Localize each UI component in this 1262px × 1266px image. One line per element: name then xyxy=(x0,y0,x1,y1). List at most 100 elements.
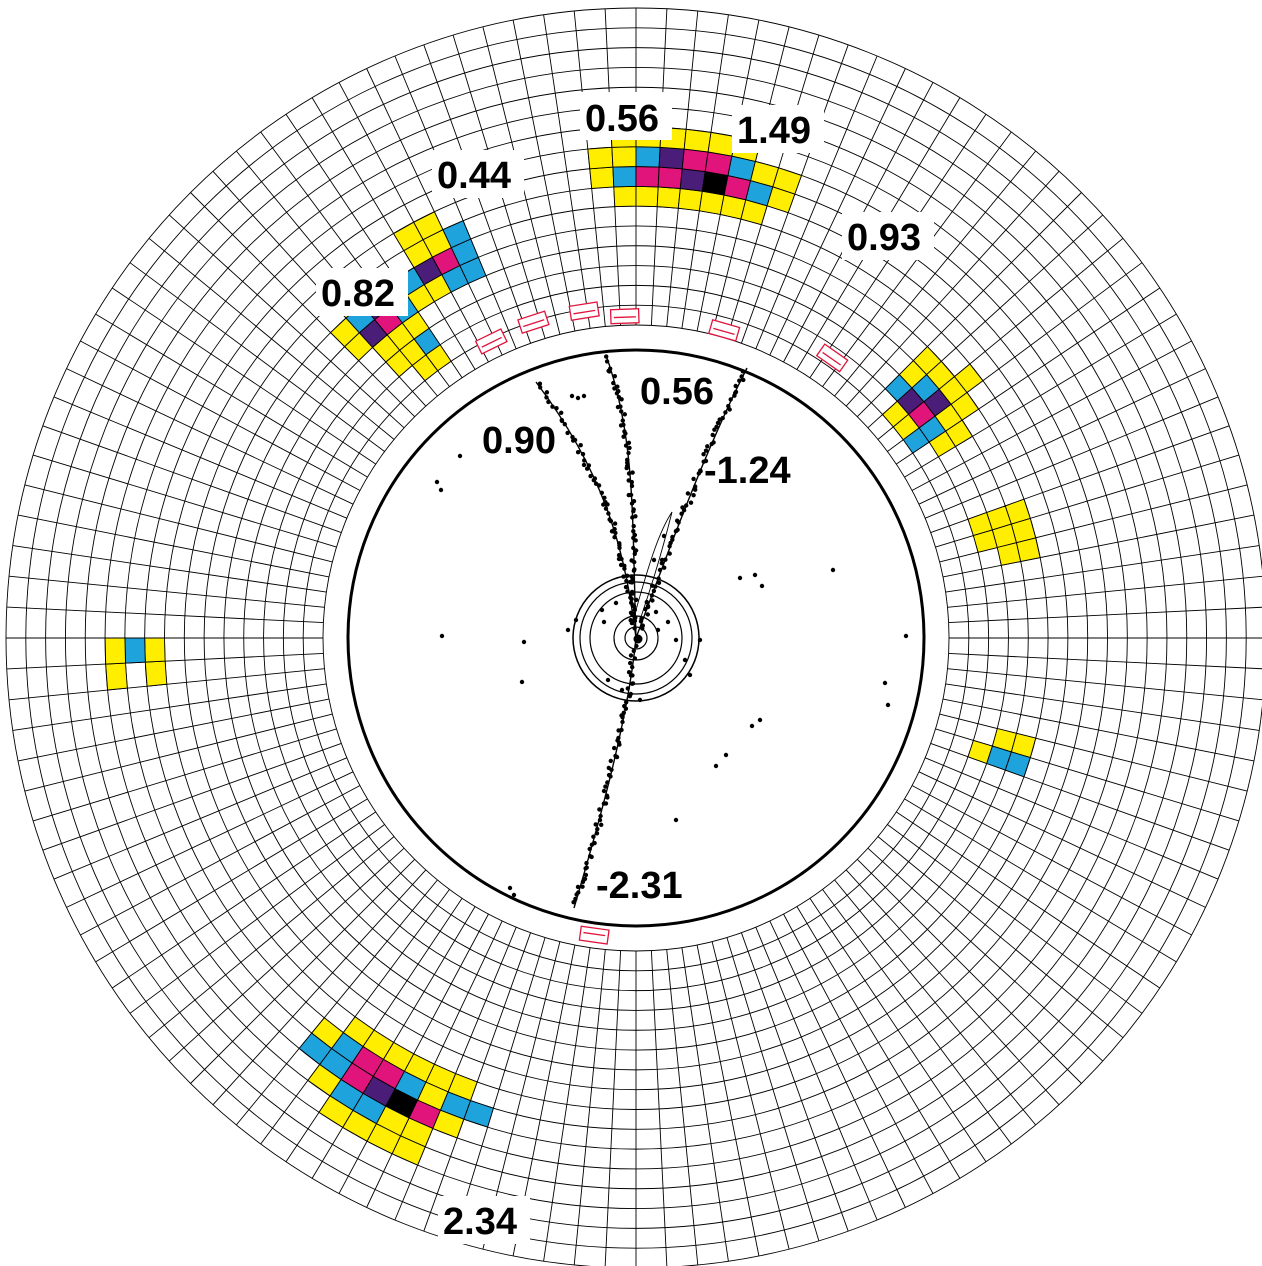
tracker-hit xyxy=(630,681,635,686)
tracker-hit xyxy=(631,499,637,504)
tracker-hit xyxy=(521,639,527,645)
tracker-hit xyxy=(606,511,611,516)
tracker-hit xyxy=(631,529,636,534)
tracker-hit xyxy=(574,892,579,897)
calorimeter-cell xyxy=(124,637,146,664)
tracker-hit xyxy=(680,505,685,510)
tracker-hit xyxy=(544,395,549,400)
tracker-hit xyxy=(546,399,551,405)
tracker-hit xyxy=(592,476,598,481)
calorimeter-cell xyxy=(589,166,615,189)
tracker-hit xyxy=(603,500,608,505)
tracker-hit xyxy=(628,653,634,658)
tracker-hit xyxy=(598,813,603,819)
tracker-hit xyxy=(631,507,636,512)
tracker-hit xyxy=(605,795,610,800)
label-cluster-top-a: 0.56 xyxy=(585,98,659,140)
tracker-hit xyxy=(662,565,667,570)
tracker-hit xyxy=(661,533,667,539)
tracker-hit xyxy=(628,492,634,498)
tracker-hit xyxy=(565,430,570,436)
tracker-hit xyxy=(507,885,513,891)
muon-chambers xyxy=(474,301,849,945)
tracker-hit xyxy=(619,409,624,414)
tracker xyxy=(346,348,926,928)
tracker-hit xyxy=(585,466,590,471)
calorimeter-cell xyxy=(945,419,974,448)
tracker-hit xyxy=(606,765,611,771)
tracker-hit xyxy=(612,535,617,540)
tracker-hit xyxy=(723,752,729,758)
tracker-hit xyxy=(595,826,600,832)
calorimeter-cell xyxy=(656,186,681,209)
tracker-hit xyxy=(594,831,600,836)
tracker-hit xyxy=(623,706,629,711)
tracker-hit xyxy=(608,758,613,764)
tracker-hit xyxy=(615,404,621,410)
tracker-hit xyxy=(570,434,575,440)
grid-ring xyxy=(84,86,1188,1190)
tracker-hit xyxy=(597,817,603,823)
tracker-hit xyxy=(714,424,719,430)
tracker-hit xyxy=(586,463,592,468)
tracker-hit xyxy=(630,470,635,475)
calorimeter-cell xyxy=(677,187,703,212)
calorimeter-cell xyxy=(657,166,683,189)
muon-chamber-box xyxy=(568,301,600,321)
tracker-hit xyxy=(620,719,625,725)
tracker-hit xyxy=(624,700,629,705)
calorimeter-cell xyxy=(442,220,472,249)
tracker-hit xyxy=(511,892,517,898)
tracker-hit xyxy=(565,627,571,633)
label-track-right: -1.24 xyxy=(704,450,791,492)
tracker-hit xyxy=(562,422,567,427)
tracker-hit xyxy=(651,588,657,594)
tracker-hit xyxy=(538,385,543,390)
tracker-hit xyxy=(621,574,626,579)
tracker-hit xyxy=(603,506,609,511)
tracker-hit xyxy=(715,420,721,426)
tracker-hit xyxy=(580,884,585,889)
tracker-hit xyxy=(618,423,624,428)
tracker-hit xyxy=(679,511,684,516)
tracker-hit xyxy=(701,452,706,457)
calorimeter-cell xyxy=(658,146,685,170)
calorimeter-cell xyxy=(679,168,706,192)
tracker-hit xyxy=(626,478,631,483)
calorimeter-cell xyxy=(1015,537,1041,563)
tracker-hit xyxy=(601,619,607,625)
muon-chamber-box xyxy=(578,925,610,945)
tracker-hit xyxy=(651,557,657,563)
tracker-hit xyxy=(634,597,639,602)
calorimeter-cell xyxy=(950,391,980,421)
tracker-hit xyxy=(655,627,661,633)
tracker-hit xyxy=(580,879,586,884)
tracker-hit xyxy=(626,670,632,675)
tracker-hit xyxy=(626,440,632,445)
tracker-hit xyxy=(630,664,635,670)
tracker-hit xyxy=(603,784,608,789)
tracker-hit xyxy=(573,896,578,902)
tracker-hit xyxy=(601,801,607,806)
tracker-hit xyxy=(602,495,607,500)
tracker-hit xyxy=(757,717,763,723)
tracker-hit xyxy=(631,545,636,551)
grid-ring xyxy=(5,7,1262,1266)
calorimeter-cell xyxy=(318,1095,354,1129)
tracker-hit xyxy=(693,487,698,492)
label-track-upper-mid: 0.56 xyxy=(640,371,714,413)
muon-chamber-box xyxy=(609,308,640,325)
tracker-hit xyxy=(632,567,637,572)
tracker-hit xyxy=(608,366,613,371)
vertex-ring-2 xyxy=(579,581,693,695)
tracker-hit xyxy=(625,573,630,578)
tracker-hit xyxy=(569,393,575,399)
tracker-hit xyxy=(720,415,725,421)
calorimeter-cell xyxy=(635,185,659,208)
tracker-hit xyxy=(633,548,639,553)
tracker-hit xyxy=(639,616,644,621)
tracker-hit xyxy=(685,491,691,496)
tracker-hit xyxy=(885,702,891,708)
tracker-hit xyxy=(620,715,625,720)
tracker-hit xyxy=(619,687,625,693)
